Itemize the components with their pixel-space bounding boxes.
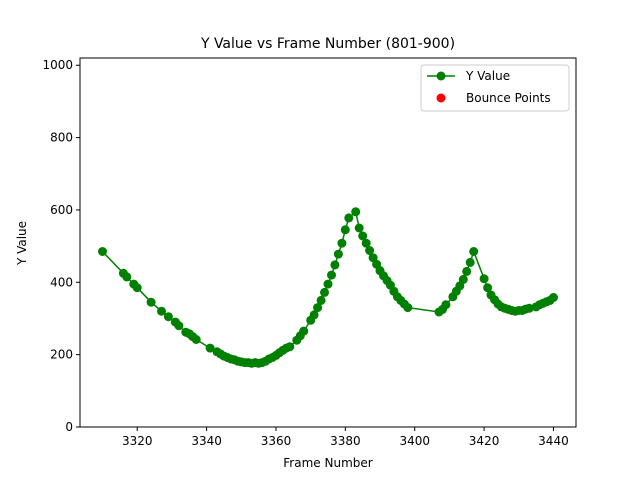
- x-tick-label: 3340: [191, 434, 222, 448]
- data-point: [344, 213, 354, 223]
- legend-label-y-value: Y Value: [465, 69, 510, 83]
- plot-area: [79, 57, 577, 428]
- x-tick-label: 3440: [538, 434, 569, 448]
- data-point: [479, 274, 489, 284]
- data-point: [469, 247, 479, 256]
- data-point: [549, 293, 558, 302]
- legend-marker-y-value: [436, 71, 446, 81]
- x-tick-label: 3320: [122, 434, 153, 448]
- data-point: [333, 249, 343, 259]
- data-point: [358, 231, 368, 241]
- data-point: [483, 283, 493, 293]
- data-point: [146, 297, 156, 307]
- data-point: [340, 225, 350, 235]
- data-point: [403, 303, 413, 313]
- data-point: [122, 272, 132, 282]
- data-point: [309, 310, 319, 320]
- data-point: [316, 295, 326, 305]
- data-point: [132, 283, 142, 293]
- data-point: [462, 266, 472, 276]
- x-axis-ticks: 3320 3340 3360 3380 3400 3420 3440: [122, 427, 569, 448]
- data-point: [285, 342, 295, 352]
- y-tick-label: 1000: [42, 58, 73, 72]
- legend-frame: [420, 64, 570, 112]
- data-point: [320, 287, 329, 297]
- data-point: [351, 207, 361, 217]
- data-point: [354, 223, 364, 233]
- data-point: [524, 303, 534, 313]
- chart-title: Y Value vs Frame Number (801-900): [200, 36, 455, 52]
- data-point: [323, 279, 333, 289]
- y-tick-label: 200: [50, 348, 73, 362]
- data-point: [365, 246, 375, 255]
- series-layer: [98, 207, 558, 368]
- data-point: [313, 303, 323, 313]
- data-point: [327, 270, 336, 280]
- y-tick-label: 800: [50, 131, 73, 145]
- x-tick-label: 3360: [261, 434, 292, 448]
- legend-label-bounce-points: Bounce Points: [466, 91, 551, 105]
- data-point: [157, 306, 166, 316]
- legend-marker-bounce-points: [436, 93, 446, 103]
- data-point: [330, 260, 340, 270]
- y-tick-label: 0: [65, 420, 73, 434]
- plot-frame: [79, 57, 577, 428]
- legend: Y Value Bounce Points: [420, 64, 570, 112]
- data-point: [361, 238, 371, 248]
- data-point: [465, 257, 475, 267]
- data-point: [299, 326, 309, 336]
- data-point: [191, 335, 201, 344]
- x-tick-label: 3420: [469, 434, 500, 448]
- y-tick-label: 400: [50, 275, 73, 289]
- legend-item-bounce-points: Bounce Points: [436, 91, 551, 105]
- data-point: [337, 238, 347, 248]
- plot-background: [80, 58, 576, 427]
- y-axis-label: Y Value: [15, 221, 29, 266]
- series-0: [98, 207, 558, 368]
- data-point: [458, 274, 468, 284]
- data-point: [174, 321, 184, 331]
- x-axis-label: Frame Number: [283, 456, 372, 470]
- x-tick-label: 3400: [399, 434, 430, 448]
- data-point: [205, 343, 215, 353]
- data-point: [163, 312, 173, 322]
- x-tick-label: 3380: [330, 434, 361, 448]
- y-axis-ticks: 0 200 400 600 800 1000: [42, 58, 80, 434]
- y-tick-label: 600: [50, 203, 73, 217]
- data-point: [98, 247, 107, 256]
- data-point: [441, 300, 451, 310]
- legend-item-y-value: Y Value: [427, 69, 510, 83]
